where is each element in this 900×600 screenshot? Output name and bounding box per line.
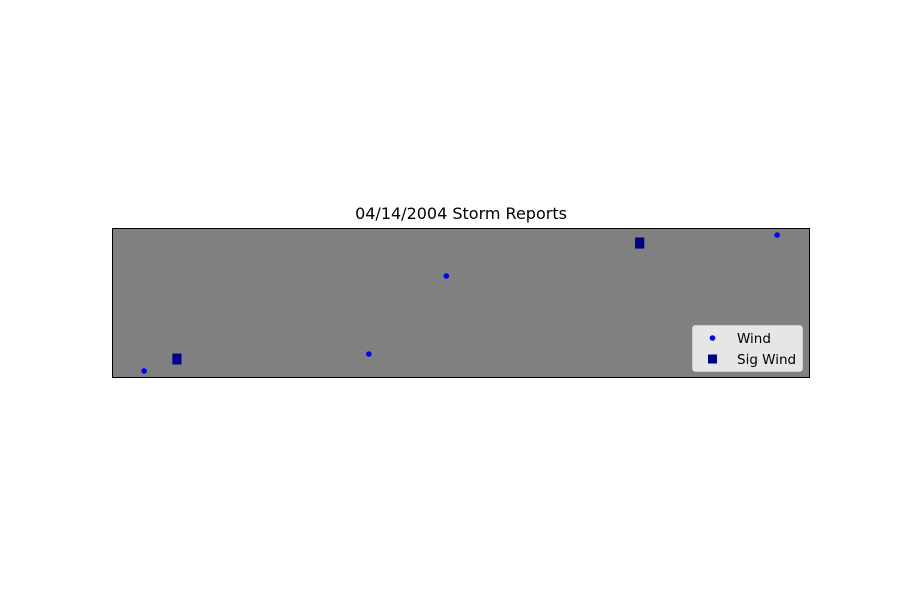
sig-wind-point-1 bbox=[172, 353, 182, 363]
legend-marker-sig-wind bbox=[708, 354, 717, 364]
legend-label-sig-wind: Sig Wind bbox=[737, 352, 796, 368]
wind-point-1 bbox=[366, 351, 372, 357]
legend: Wind Sig Wind bbox=[692, 325, 803, 372]
sig-wind-point-3 bbox=[635, 237, 645, 247]
legend-box bbox=[692, 325, 803, 372]
legend-label-wind: Wind bbox=[737, 331, 771, 347]
wind-point-2 bbox=[443, 273, 450, 279]
wind-point-0 bbox=[141, 368, 147, 374]
wind-point-3 bbox=[774, 232, 780, 238]
legend-marker-wind bbox=[709, 335, 716, 341]
chart-title: 04/14/2004 Storm Reports bbox=[355, 204, 567, 223]
data-marks bbox=[141, 232, 780, 374]
